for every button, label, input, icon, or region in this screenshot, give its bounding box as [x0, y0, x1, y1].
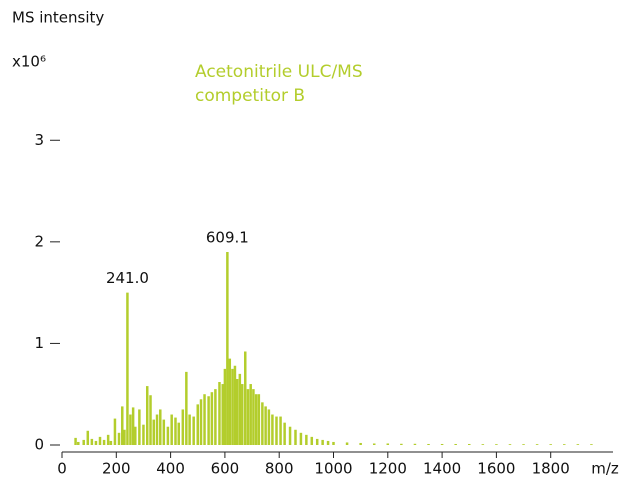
peak-label: 609.1 — [206, 229, 249, 247]
x-tick-label: 0 — [57, 460, 67, 478]
y-axis-label: MS intensity — [12, 9, 104, 27]
y-tick-label: 3 — [34, 131, 44, 149]
x-tick-label: 400 — [156, 460, 185, 478]
x-tick-label: 200 — [102, 460, 131, 478]
x-tick-label: 600 — [211, 460, 240, 478]
y-tick-label: 2 — [34, 232, 44, 250]
x-axis-label: m/z — [591, 460, 619, 478]
y-tick-label: 0 — [34, 436, 44, 454]
legend-line: Acetonitrile ULC/MS — [195, 62, 363, 82]
x-tick-label: 800 — [265, 460, 294, 478]
x-tick-label: 1400 — [423, 460, 461, 478]
x-tick-label: 1000 — [314, 460, 352, 478]
peak-label: 241.0 — [106, 269, 149, 287]
y-tick-label: 1 — [34, 334, 44, 352]
x-tick-label: 1800 — [532, 460, 570, 478]
y-unit: x10⁶ — [12, 53, 46, 71]
legend-line: competitor B — [195, 86, 305, 106]
x-tick-label: 1600 — [477, 460, 515, 478]
x-tick-label: 1200 — [369, 460, 407, 478]
